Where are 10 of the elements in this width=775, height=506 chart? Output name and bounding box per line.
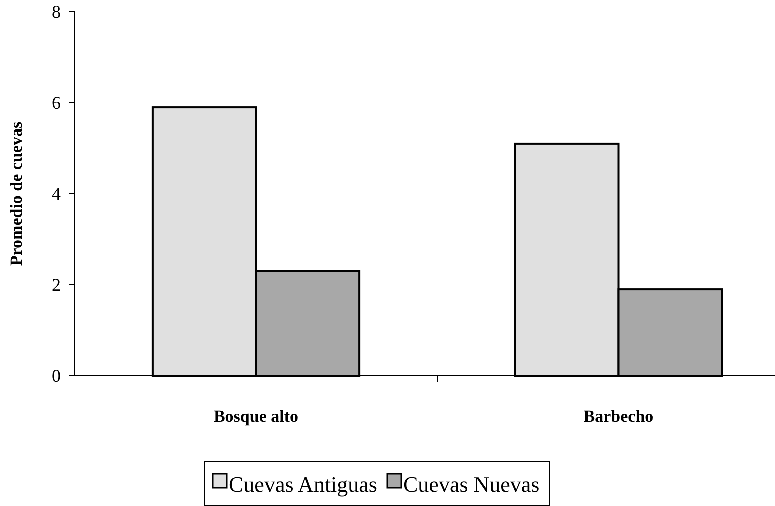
y-tick-label: 2 — [52, 274, 61, 295]
x-tick-label: Barbecho — [584, 407, 654, 426]
legend-label: Cuevas Nuevas — [404, 472, 540, 497]
y-axis-title: Promedio de cuevas — [7, 122, 26, 266]
y-tick-label: 4 — [52, 184, 61, 204]
legend-label: Cuevas Antiguas — [229, 472, 378, 497]
y-tick-label: 0 — [52, 366, 61, 386]
y-tick-label: 8 — [52, 2, 61, 22]
x-tick-label: Bosque alto — [214, 407, 299, 426]
y-tick-label: 6 — [52, 92, 61, 113]
